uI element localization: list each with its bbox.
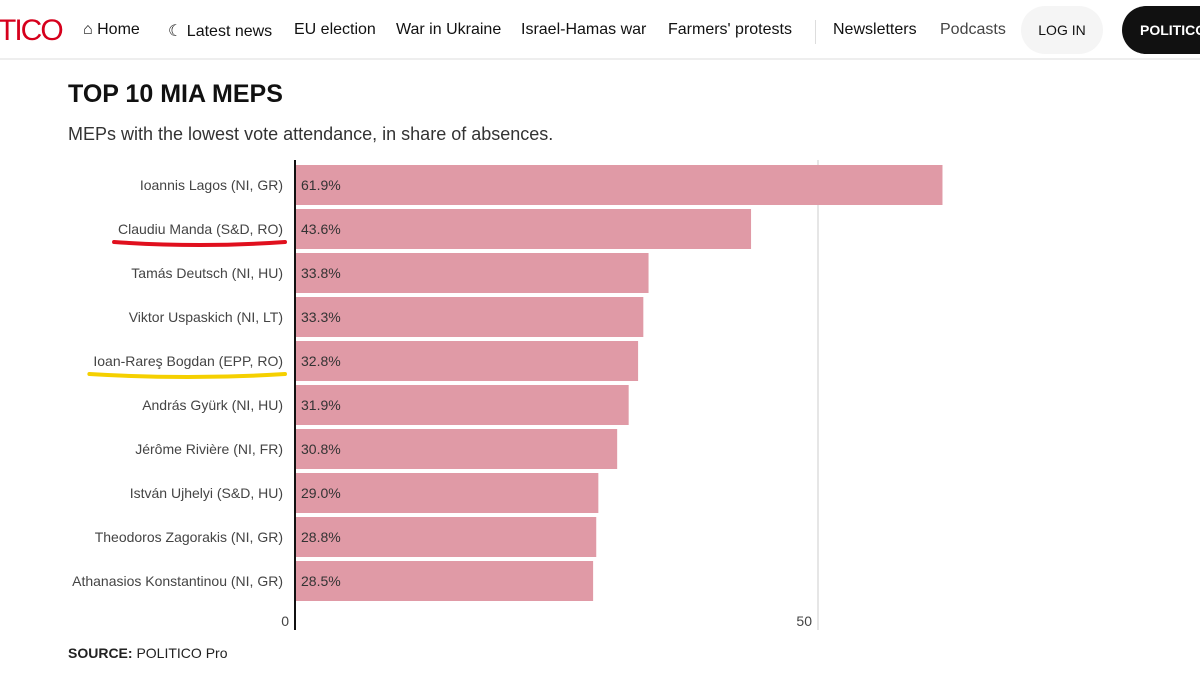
bar [295, 385, 629, 425]
highlight-underline [87, 372, 287, 379]
source-note: SOURCE: POLITICO Pro [68, 645, 228, 661]
nav-newsletters[interactable]: Newsletters [833, 21, 917, 38]
data-label: 30.8% [301, 441, 341, 457]
data-label: 29.0% [301, 485, 341, 501]
data-label: 31.9% [301, 397, 341, 413]
x-tick-label: 0 [281, 613, 289, 629]
category-label: András Gyürk (NI, HU) [142, 397, 283, 413]
chart-subtitle: MEPs with the lowest vote attendance, in… [68, 124, 554, 144]
login-button[interactable]: LOG IN [1021, 6, 1103, 54]
bar [295, 473, 599, 513]
data-label: 33.3% [301, 309, 341, 325]
category-label: Tamás Deutsch (NI, HU) [131, 265, 283, 281]
nav-eu-election[interactable]: EU election [294, 21, 376, 38]
data-label: 33.8% [301, 265, 341, 281]
category-label: Viktor Uspaskich (NI, LT) [129, 309, 283, 325]
nav-war-in-ukraine[interactable]: War in Ukraine [396, 21, 502, 38]
data-label: 32.8% [301, 353, 341, 369]
category-label: Theodoros Zagorakis (NI, GR) [95, 529, 283, 545]
clock-icon: ☾ [168, 23, 187, 40]
data-label: 28.5% [301, 573, 341, 589]
bar [295, 253, 649, 293]
data-label: 28.8% [301, 529, 341, 545]
bar [295, 517, 597, 557]
politico-pro-button[interactable]: POLITICO PRO [1122, 6, 1200, 54]
data-label: 43.6% [301, 221, 341, 237]
bar [295, 341, 639, 381]
bar [295, 297, 644, 337]
nav-home[interactable]: ⌂ Home [83, 21, 140, 38]
nav-podcasts[interactable]: Podcasts [940, 21, 1006, 38]
top-nav: TICO ⌂ Home ☾ Latest news EU election Wa… [0, 0, 1200, 60]
nav-latest-news[interactable]: ☾ Latest news [168, 23, 273, 40]
category-label: Athanasios Konstantinou (NI, GR) [72, 573, 283, 589]
bar [295, 165, 943, 205]
bar [295, 561, 594, 601]
bar [295, 429, 618, 469]
highlight-underline [112, 240, 287, 247]
nav-israel-hamas-war[interactable]: Israel-Hamas war [521, 21, 647, 38]
data-label: 61.9% [301, 177, 341, 193]
category-label: Jérôme Rivière (NI, FR) [135, 441, 283, 457]
chart-title: TOP 10 MIA MEPS [68, 80, 283, 108]
nav-farmers-protests[interactable]: Farmers' protests [668, 21, 792, 38]
home-icon: ⌂ [83, 21, 98, 38]
nav-divider [815, 20, 816, 44]
category-label: Ioannis Lagos (NI, GR) [140, 177, 283, 193]
politico-logo[interactable]: TICO [0, 14, 64, 47]
category-label: Claudiu Manda (S&D, RO) [118, 221, 283, 237]
bar [295, 209, 752, 249]
category-label: István Ujhelyi (S&D, HU) [130, 485, 283, 501]
category-label: Ioan-Rareş Bogdan (EPP, RO) [93, 353, 283, 369]
x-tick-label: 50 [796, 613, 812, 629]
